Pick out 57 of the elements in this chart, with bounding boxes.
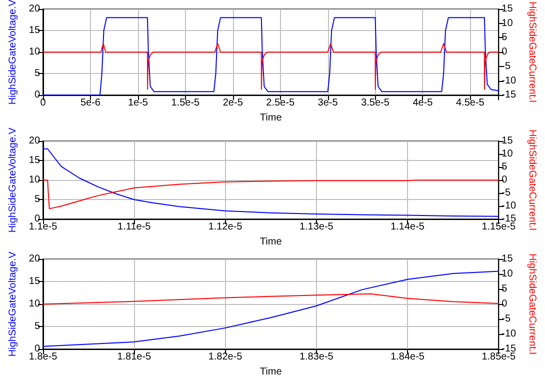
y2-axis-title: HighSideGateCurrent.I — [526, 2, 538, 103]
y-tick-label: 10 — [28, 174, 40, 186]
x-tick-label: 1.12e-5 — [208, 222, 243, 233]
x-tick-label: 1.14e-5 — [390, 222, 425, 233]
line-series — [42, 42, 500, 90]
x-tick-label: 4e-5 — [412, 98, 434, 109]
x-axis-title: Time — [260, 366, 282, 378]
y-tick-label: 20 — [28, 136, 40, 147]
x-tick-label: 1.1e-5 — [28, 222, 58, 233]
y-tick-label: 10 — [28, 298, 40, 310]
y2-axis-title: HighSideGateCurrent.I — [526, 130, 538, 231]
x-tick-label: 3e-5 — [318, 98, 338, 109]
x-axis-title: Time — [260, 236, 282, 248]
line-series — [42, 180, 500, 210]
x-tick-label: 1.81e-5 — [117, 352, 152, 363]
x-tick-label: 2.5e-5 — [266, 98, 295, 109]
y2-tick-label: -5 — [502, 188, 511, 199]
y-tick-label: 15 — [28, 155, 40, 166]
x-tick-label: 1.85e-5 — [482, 352, 516, 363]
y2-tick-label: -15 — [502, 90, 517, 101]
y-tick-label: 20 — [28, 254, 40, 265]
x-tick-label: 1.5e-5 — [171, 98, 200, 109]
x-tick-label: 1.83e-5 — [299, 352, 334, 363]
line-series — [42, 293, 500, 305]
y2-tick-label: 15 — [502, 4, 514, 15]
x-tick-label: 1.15e-5 — [482, 222, 516, 233]
x-tick-label: 5e-6 — [80, 98, 101, 109]
x-tick-label: 1e-5 — [128, 98, 148, 109]
y2-axis-title: HighSideGateCurrent.I — [526, 254, 538, 355]
x-axis-title: Time — [260, 112, 282, 124]
y2-tick-label: 5 — [502, 32, 508, 44]
x-tick-label: 1.8e-5 — [28, 352, 58, 363]
y-tick-label: 10 — [28, 46, 40, 58]
y2-tick-label: 15 — [502, 254, 514, 265]
x-tick-label: 3.5e-5 — [361, 98, 390, 109]
y2-tick-label: 15 — [502, 136, 514, 147]
x-tick-label: 2e-5 — [222, 98, 244, 109]
y2-tick-label: -5 — [502, 60, 511, 72]
y-tick-label: 15 — [28, 276, 40, 288]
y2-tick-label: -10 — [502, 328, 517, 340]
y-tick-label: 15 — [28, 25, 40, 36]
line-series — [42, 270, 500, 347]
y2-tick-label: -10 — [502, 200, 517, 212]
y2-tick-label: 10 — [502, 268, 514, 280]
x-tick-label: 1.13e-5 — [299, 222, 334, 233]
x-tick-label: 4.5e-5 — [456, 98, 485, 109]
y2-tick-label: 5 — [502, 284, 508, 295]
y2-tick-label: 5 — [502, 162, 508, 173]
y2-tick-label: 10 — [502, 18, 514, 29]
y2-tick-label: -10 — [502, 75, 517, 86]
x-tick-label: 1.11e-5 — [118, 222, 152, 233]
x-tick-label: 1.82e-5 — [208, 352, 243, 363]
y2-tick-label: 10 — [502, 148, 514, 160]
y-tick-label: 20 — [28, 4, 40, 15]
line-series — [42, 148, 500, 217]
y2-tick-label: -5 — [502, 314, 511, 325]
x-tick-label: 1.84e-5 — [390, 352, 425, 363]
